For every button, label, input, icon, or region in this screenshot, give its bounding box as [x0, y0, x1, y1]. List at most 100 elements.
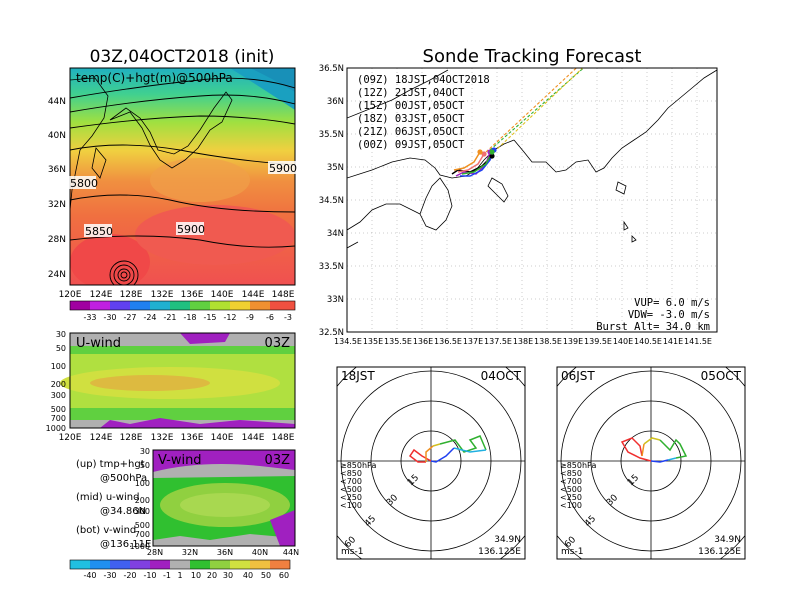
hodograph-06jst: [556, 366, 746, 560]
contour-label-5800: 5800: [70, 177, 98, 190]
p3-ytick: 100: [135, 479, 150, 488]
wind-colorbar: -40 -30 -20 -10 -1 1 10 20 30 40 50 60: [69, 559, 291, 580]
track-legend: (09Z) 18JST,04OCT2018 (12Z) 21JST,04OCT …: [357, 74, 490, 151]
hodo2-time: 06JST: [561, 369, 595, 383]
map-ytick: 34.5N: [319, 196, 344, 206]
map-xtick: 139.5E: [584, 337, 612, 346]
left-main-title: 03Z,04OCT2018 (init): [90, 47, 275, 67]
note-mid-2: @34.86N: [100, 506, 146, 517]
track-legend-item: (12Z) 21JST,04OCT: [357, 87, 465, 99]
p2-ytick: 500: [51, 405, 66, 414]
note-bot-1: (bot) v-wind: [76, 525, 136, 536]
map-xtick: 138E: [513, 337, 533, 346]
cb2-tick: -20: [123, 571, 136, 580]
cb1-tick: -21: [163, 313, 176, 322]
p2-ytick: 100: [51, 362, 66, 371]
temp-colorbar: -33 -30 -27 -24 -21 -18 -15 -12 -9 -6 -3: [69, 300, 296, 322]
track-legend-item: (18Z) 03JST,05OCT: [357, 113, 465, 125]
p3-ytick: 700: [135, 530, 150, 539]
hodo1-level: <100: [340, 501, 362, 510]
track-legend-item: (21Z) 06JST,05OCT: [357, 126, 465, 138]
hodo2-level: <850: [560, 469, 582, 478]
p2-xtick: 148E: [272, 433, 295, 443]
contour-label-5900-south: 5900: [177, 223, 205, 236]
p1-ytick: 24N: [48, 270, 66, 280]
note-up-1: (up) tmp+hgt: [76, 459, 145, 470]
cb2-tick: 40: [243, 571, 253, 580]
hodograph-18jst: [336, 366, 526, 560]
p1-xtick: 140E: [211, 290, 234, 300]
p1-xtick: 124E: [90, 290, 113, 300]
note-mid-1: (mid) u-wind: [76, 492, 139, 503]
hodo2-level-legend: ≥850hPa <850 <700 <500 <250 <100: [560, 461, 597, 510]
cb2-tick: 1: [177, 571, 182, 580]
hodo1-level: <250: [340, 493, 362, 502]
v-wind-label: V-wind: [158, 453, 202, 468]
vdw-text: VDW= -3.0 m/s: [628, 309, 710, 321]
hodo2-level: ≥850hPa: [560, 461, 597, 470]
p1-xtick: 132E: [151, 290, 174, 300]
hodo1-date: 04OCT: [481, 369, 522, 383]
hodo2-level: <500: [560, 485, 582, 494]
p3-ytick: 500: [135, 521, 150, 530]
cb1-tick: -15: [203, 313, 216, 322]
map-xtick: 137E: [463, 337, 483, 346]
cb1-tick: -18: [183, 313, 196, 322]
map-xtick: 135.5E: [384, 337, 412, 346]
cb2-tick: -10: [143, 571, 156, 580]
p2-ytick: 700: [51, 414, 66, 423]
cb2-tick: -40: [83, 571, 96, 580]
map-params: VUP= 6.0 m/s VDW= -3.0 m/s Burst Alt= 34…: [596, 297, 710, 333]
p2-ytick: 30: [56, 330, 66, 339]
cb2-tick: 30: [223, 571, 233, 580]
panel1-label: temp(C)+hgt(m)@500hPa: [76, 71, 233, 85]
p3-xtick: 44N: [283, 548, 299, 557]
note-bot-2: @136.11E: [100, 539, 151, 550]
map-ytick: 36N: [327, 97, 344, 107]
track-legend-item: (00Z) 09JST,05OCT: [357, 139, 465, 151]
p3-ytick: 30: [140, 447, 150, 456]
p3-xtick: 32N: [182, 548, 198, 557]
p3-ytick: 200: [135, 496, 150, 505]
map-xtick: 141.5E: [684, 337, 712, 346]
map-ytick: 36.5N: [319, 64, 344, 74]
p3-xtick: 40N: [252, 548, 268, 557]
hodo2-lon: 136.125E: [698, 547, 741, 557]
p2-ytick: 50: [56, 344, 66, 353]
p1-xtick: 120E: [59, 290, 82, 300]
hodo1-level: <850: [340, 469, 362, 478]
map-ytick: 34N: [327, 229, 344, 239]
p2-ytick: 300: [51, 391, 66, 400]
note-up-2: @500hPa: [100, 473, 147, 484]
map-ytick: 33N: [327, 295, 344, 305]
panel3-y-ticks: 30 50 100 200 300 500 700 1000: [130, 447, 150, 551]
v-wind-panel: [152, 449, 296, 547]
cb2-tick: 10: [191, 571, 201, 580]
cb1-tick: -33: [83, 313, 96, 322]
map-x-ticks: 134.5E 135E 135.5E 136E 136.5E 137E 137.…: [334, 337, 712, 346]
hodo1-level: ≥850hPa: [340, 461, 377, 470]
hodo1-lat: 34.9N: [494, 535, 521, 545]
track-legend-item: (15Z) 00JST,05OCT: [357, 100, 465, 112]
hodo2-lat: 34.9N: [714, 535, 741, 545]
p2-xtick: 144E: [242, 433, 265, 443]
hodo1-time: 18JST: [341, 369, 375, 383]
p3-xtick: 28N: [147, 548, 163, 557]
panel2-y-ticks: 30 50 100 200 300 500 700 1000: [46, 330, 66, 433]
track-legend-item: (09Z) 18JST,04OCT2018: [357, 74, 490, 86]
p2-xtick: 124E: [90, 433, 113, 443]
hodo1-lon: 136.125E: [478, 547, 521, 557]
map-xtick: 139E: [563, 337, 583, 346]
cb1-tick: -3: [284, 313, 292, 322]
u-wind-label: U-wind: [76, 336, 121, 351]
p1-ytick: 36N: [48, 165, 66, 175]
p2-xtick: 128E: [120, 433, 143, 443]
cb1-tick: -9: [246, 313, 254, 322]
u-wind-time: 03Z: [265, 336, 291, 351]
legend-notes: (up) tmp+hgt @500hPa (mid) u-wind @34.86…: [76, 459, 151, 550]
p2-xtick: 120E: [59, 433, 82, 443]
hodo2-unit: ms-1: [561, 547, 583, 557]
panel3-x-ticks: 28N 32N 36N 40N 44N: [147, 548, 299, 557]
cb1-tick: -6: [266, 313, 274, 322]
